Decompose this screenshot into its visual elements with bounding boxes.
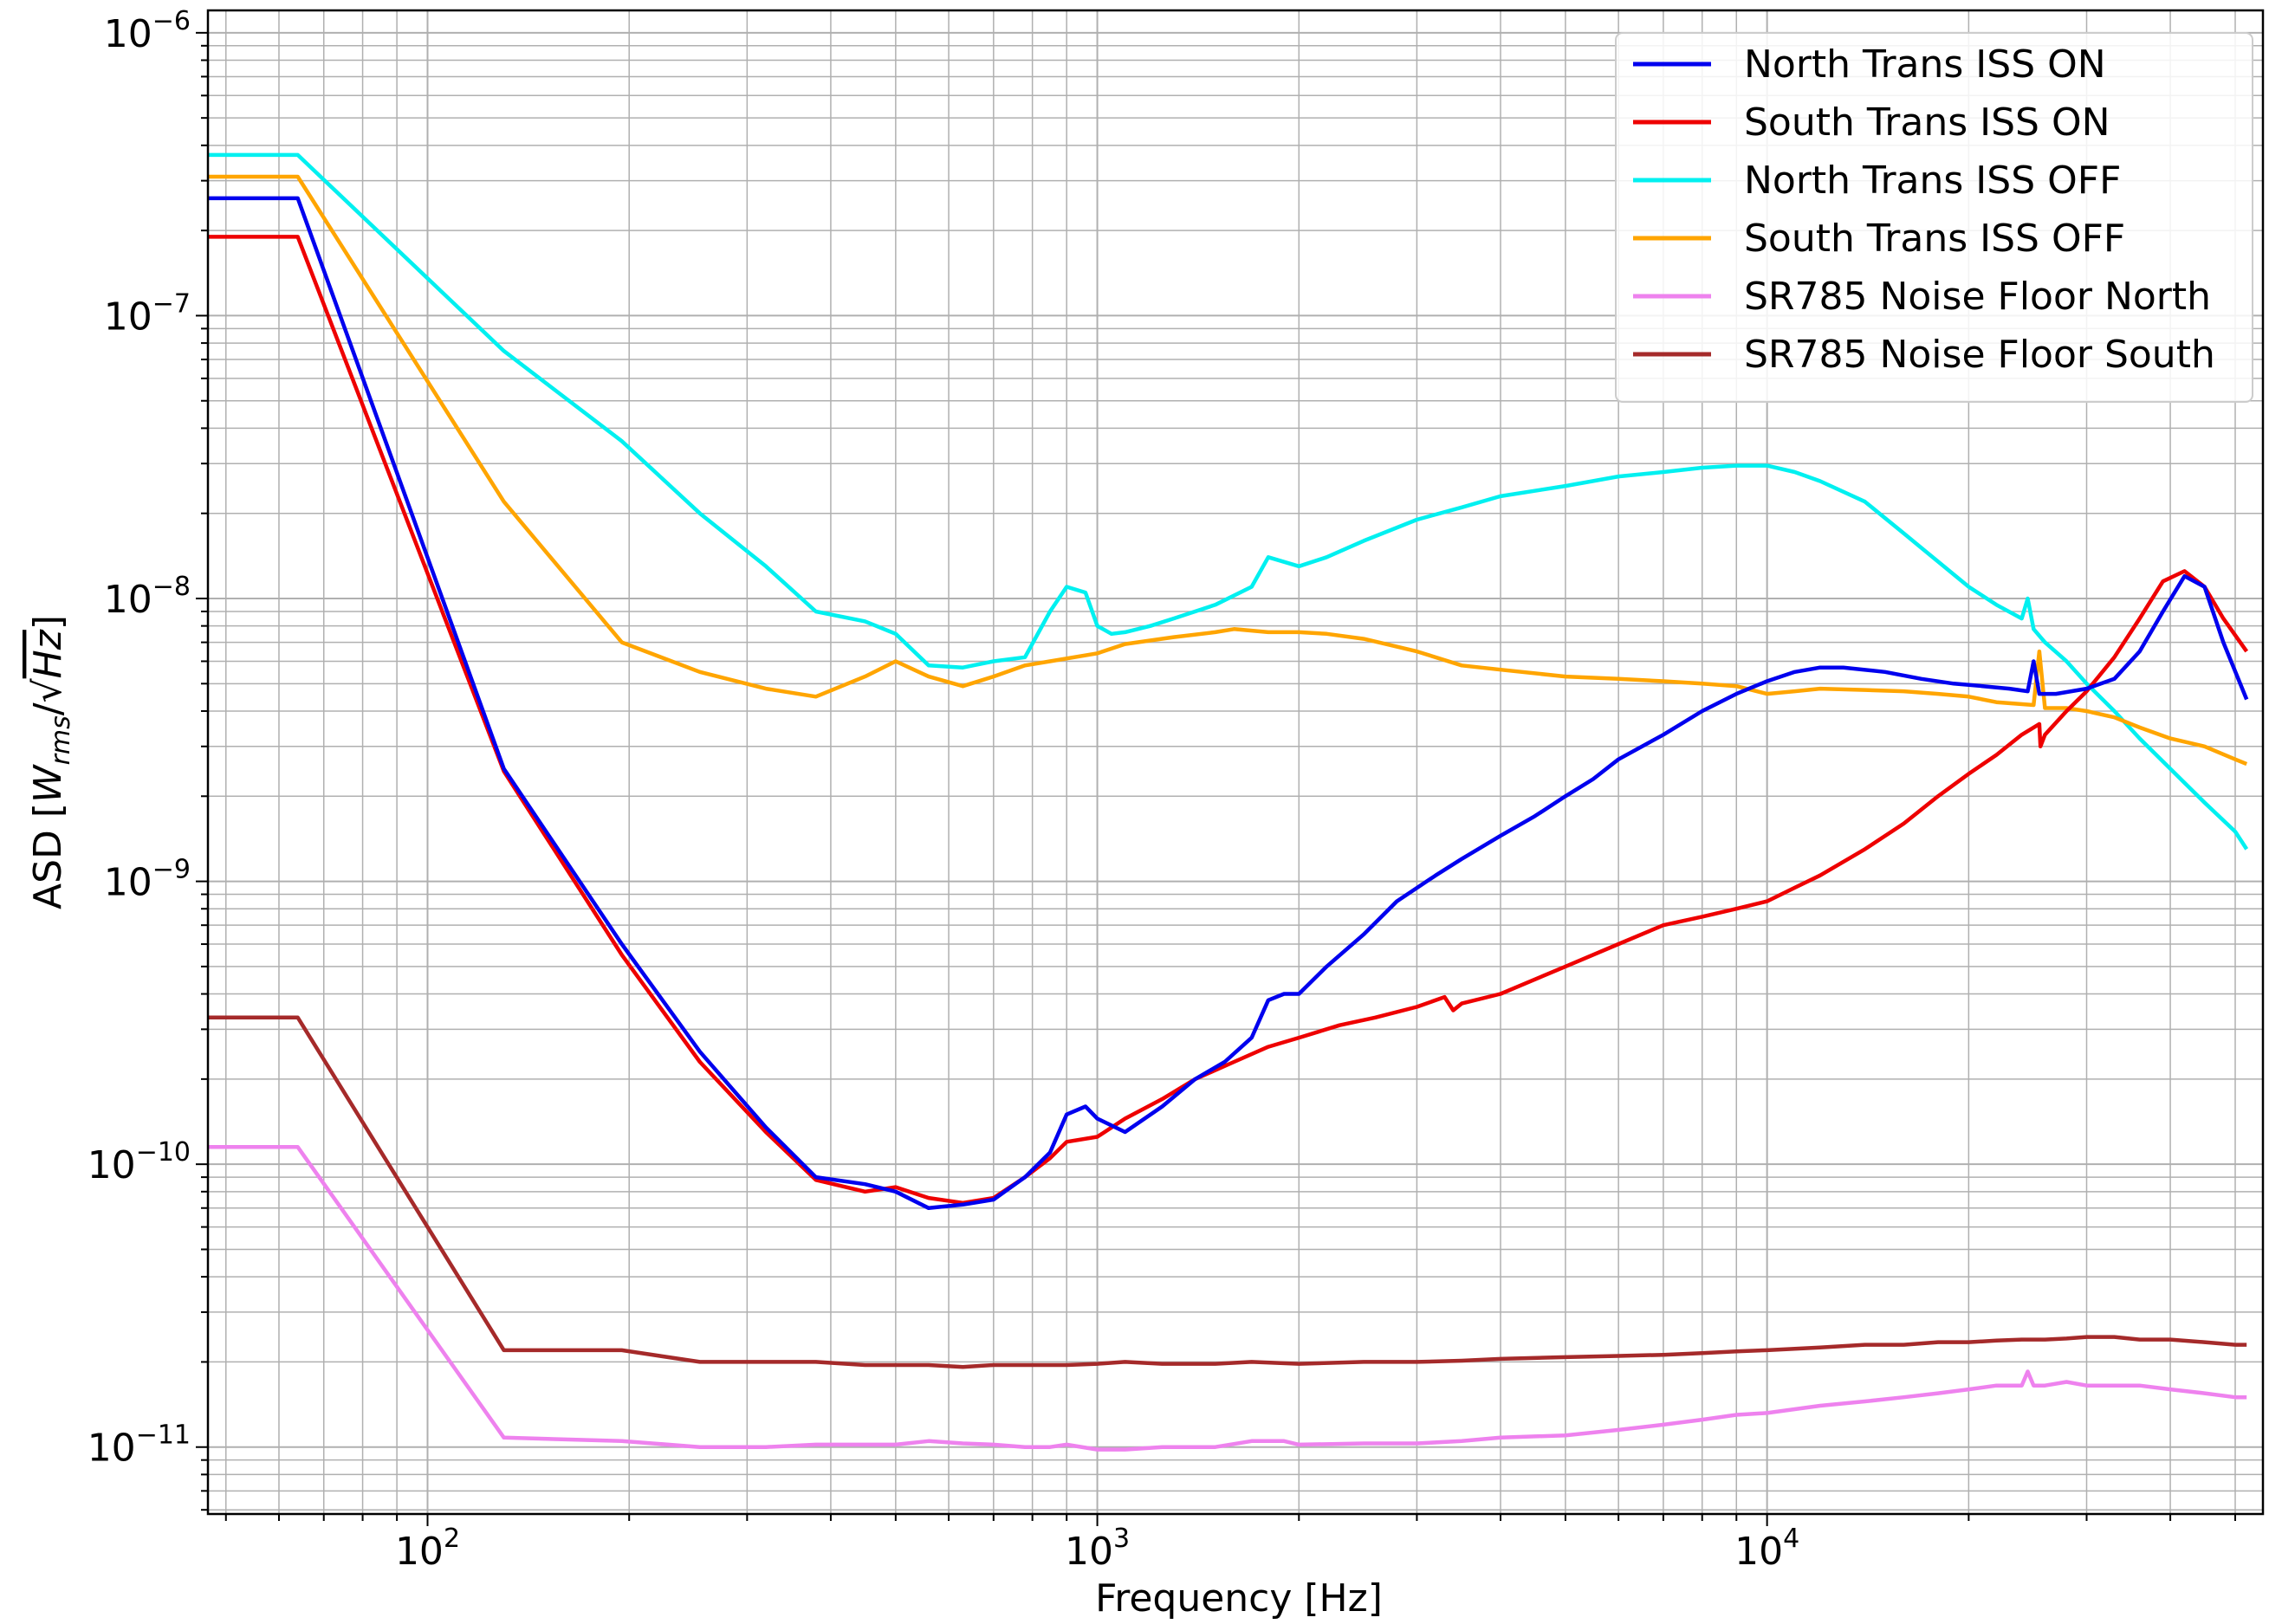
series-line-5 <box>208 1145 2247 1452</box>
x-axis-label: Frequency [Hz] <box>1095 1576 1383 1621</box>
legend-label: SR785 Noise Floor South <box>1744 333 2215 377</box>
grid <box>208 10 2263 1514</box>
series-line-6 <box>208 1015 2247 1369</box>
legend-label: South Trans ISS ON <box>1744 100 2110 145</box>
y-tick-label: 10−10 <box>88 1137 191 1187</box>
y-tick-label: 10−6 <box>104 6 191 56</box>
y-tick-label: 10−7 <box>104 288 191 339</box>
series-line-1 <box>208 196 2249 1211</box>
legend-label: North Trans ISS OFF <box>1744 159 2121 203</box>
legend-label: SR785 Noise Floor North <box>1744 275 2211 319</box>
x-tick-label: 104 <box>1734 1524 1799 1574</box>
x-tick-label: 102 <box>395 1524 460 1574</box>
y-tick-label: 10−9 <box>104 855 191 905</box>
series-line-3 <box>208 152 2249 851</box>
legend-label: North Trans ISS ON <box>1744 42 2106 87</box>
y-tick-label: 10−11 <box>88 1420 191 1471</box>
y-tick-label: 10−8 <box>104 572 191 622</box>
ticks: 102 103 104 10−11 10−10 10−9 10−8 10−7 10−6 <box>88 6 2237 1574</box>
x-tick-label: 103 <box>1065 1524 1130 1574</box>
plot-frame <box>206 9 2265 1516</box>
series-line-4 <box>208 174 2248 767</box>
legend-box <box>1615 32 2253 403</box>
series-line-2 <box>208 235 2249 1206</box>
y-axis-label: ASD [Wrms/√Hz] <box>26 615 76 909</box>
legend: North Trans ISS ON South Trans ISS ON Nort… <box>1615 32 2253 403</box>
series-group <box>208 152 2249 1452</box>
legend-label: South Trans ISS OFF <box>1744 217 2125 261</box>
